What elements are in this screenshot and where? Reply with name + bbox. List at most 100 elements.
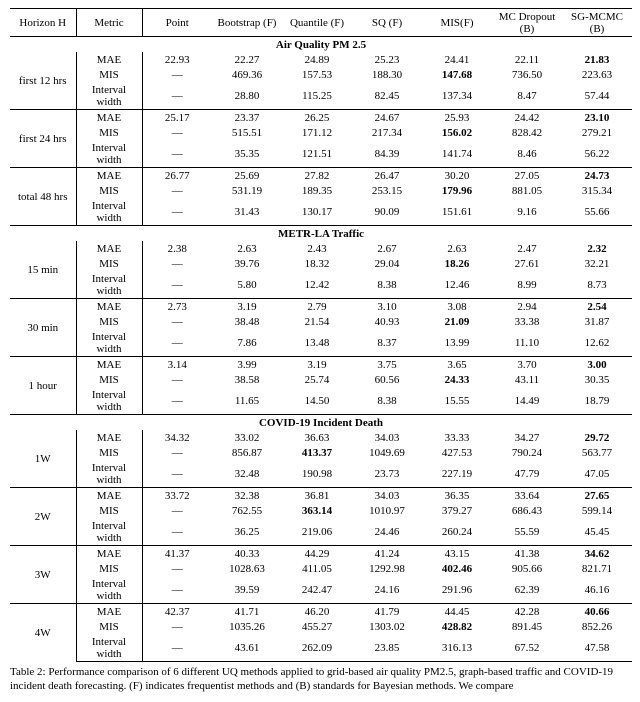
value-cell: 24.41 (422, 52, 492, 67)
value-cell: 8.73 (562, 271, 632, 299)
metric-cell: MIS (76, 183, 142, 198)
results-table: Horizon H Metric Point Bootstrap (F) Qua… (10, 8, 632, 662)
value-cell: 34.27 (492, 430, 562, 445)
metric-cell: Interval width (76, 460, 142, 488)
value-cell: 55.66 (562, 198, 632, 226)
value-cell: 26.25 (282, 110, 352, 126)
value-cell: 45.45 (562, 518, 632, 546)
value-cell: 223.63 (562, 67, 632, 82)
value-cell: 82.45 (352, 82, 422, 110)
value-cell: 36.63 (282, 430, 352, 445)
value-cell: 563.77 (562, 445, 632, 460)
table-row: 1WMAE34.3233.0236.6334.0333.3334.2729.72 (10, 430, 632, 445)
value-cell: 2.63 (422, 241, 492, 256)
value-cell: 29.72 (562, 430, 632, 445)
value-cell: 38.48 (212, 314, 282, 329)
table-row: Interval width—7.8613.488.3713.9911.1012… (10, 329, 632, 357)
value-cell: 40.93 (352, 314, 422, 329)
value-cell: 24.16 (352, 576, 422, 604)
value-cell: 57.44 (562, 82, 632, 110)
value-cell: 121.51 (282, 140, 352, 168)
metric-cell: MAE (76, 488, 142, 504)
horizon-cell: 1W (10, 430, 76, 488)
value-cell: 217.34 (352, 125, 422, 140)
metric-cell: MAE (76, 357, 142, 373)
value-cell: 3.10 (352, 299, 422, 315)
value-cell: 47.58 (562, 634, 632, 662)
value-cell: 1292.98 (352, 561, 422, 576)
value-cell: 24.73 (562, 168, 632, 184)
table-row: MIS—762.55363.141010.97379.27686.43599.1… (10, 503, 632, 518)
value-cell: 12.42 (282, 271, 352, 299)
horizon-cell: 4W (10, 604, 76, 662)
col-metric: Metric (76, 9, 142, 37)
value-cell: 31.43 (212, 198, 282, 226)
value-cell: 260.24 (422, 518, 492, 546)
value-cell: 156.02 (422, 125, 492, 140)
value-cell: 30.35 (562, 372, 632, 387)
value-cell: 2.38 (142, 241, 212, 256)
value-cell: 46.20 (282, 604, 352, 620)
value-cell: 33.38 (492, 314, 562, 329)
metric-cell: MAE (76, 241, 142, 256)
col-sq: SQ (F) (352, 9, 422, 37)
value-cell: 26.47 (352, 168, 422, 184)
value-cell: — (142, 140, 212, 168)
metric-cell: MIS (76, 125, 142, 140)
value-cell: 28.80 (212, 82, 282, 110)
horizon-cell: first 12 hrs (10, 52, 76, 110)
table-row: Interval width—5.8012.428.3812.468.998.7… (10, 271, 632, 299)
value-cell: 402.46 (422, 561, 492, 576)
value-cell: 291.96 (422, 576, 492, 604)
table-row: 1 hourMAE3.143.993.193.753.653.703.00 (10, 357, 632, 373)
value-cell: 14.50 (282, 387, 352, 415)
table-row: MIS—1035.26455.271303.02428.82891.45852.… (10, 619, 632, 634)
value-cell: 36.35 (422, 488, 492, 504)
col-bootstrap: Bootstrap (F) (212, 9, 282, 37)
metric-cell: MIS (76, 372, 142, 387)
value-cell: 2.54 (562, 299, 632, 315)
table-row: Interval width—39.59242.4724.16291.9662.… (10, 576, 632, 604)
value-cell: 23.73 (352, 460, 422, 488)
value-cell: 62.39 (492, 576, 562, 604)
horizon-cell: 1 hour (10, 357, 76, 415)
value-cell: 24.89 (282, 52, 352, 67)
value-cell: 157.53 (282, 67, 352, 82)
metric-cell: Interval width (76, 198, 142, 226)
value-cell: 27.05 (492, 168, 562, 184)
metric-cell: MAE (76, 110, 142, 126)
value-cell: 55.59 (492, 518, 562, 546)
value-cell: 821.71 (562, 561, 632, 576)
value-cell: — (142, 576, 212, 604)
value-cell: 90.09 (352, 198, 422, 226)
value-cell: 455.27 (282, 619, 352, 634)
value-cell: 130.17 (282, 198, 352, 226)
table-row: Interval width—43.61262.0923.85316.1367.… (10, 634, 632, 662)
value-cell: 23.85 (352, 634, 422, 662)
value-cell: 411.05 (282, 561, 352, 576)
value-cell: 21.09 (422, 314, 492, 329)
col-point: Point (142, 9, 212, 37)
value-cell: 1010.97 (352, 503, 422, 518)
value-cell: 14.49 (492, 387, 562, 415)
value-cell: 38.58 (212, 372, 282, 387)
col-mcdropout: MC Dropout (B) (492, 9, 562, 37)
value-cell: 34.32 (142, 430, 212, 445)
value-cell: 1303.02 (352, 619, 422, 634)
value-cell: 27.65 (562, 488, 632, 504)
value-cell: 5.80 (212, 271, 282, 299)
value-cell: — (142, 271, 212, 299)
table-row: MIS—531.19189.35253.15179.96881.05315.34 (10, 183, 632, 198)
value-cell: 25.74 (282, 372, 352, 387)
value-cell: — (142, 518, 212, 546)
value-cell: 15.55 (422, 387, 492, 415)
value-cell: — (142, 314, 212, 329)
horizon-cell: 3W (10, 546, 76, 604)
value-cell: 736.50 (492, 67, 562, 82)
value-cell: 42.28 (492, 604, 562, 620)
value-cell: 27.82 (282, 168, 352, 184)
value-cell: 2.67 (352, 241, 422, 256)
value-cell: — (142, 445, 212, 460)
table-row: MIS—856.87413.371049.69427.53790.24563.7… (10, 445, 632, 460)
value-cell: 2.94 (492, 299, 562, 315)
